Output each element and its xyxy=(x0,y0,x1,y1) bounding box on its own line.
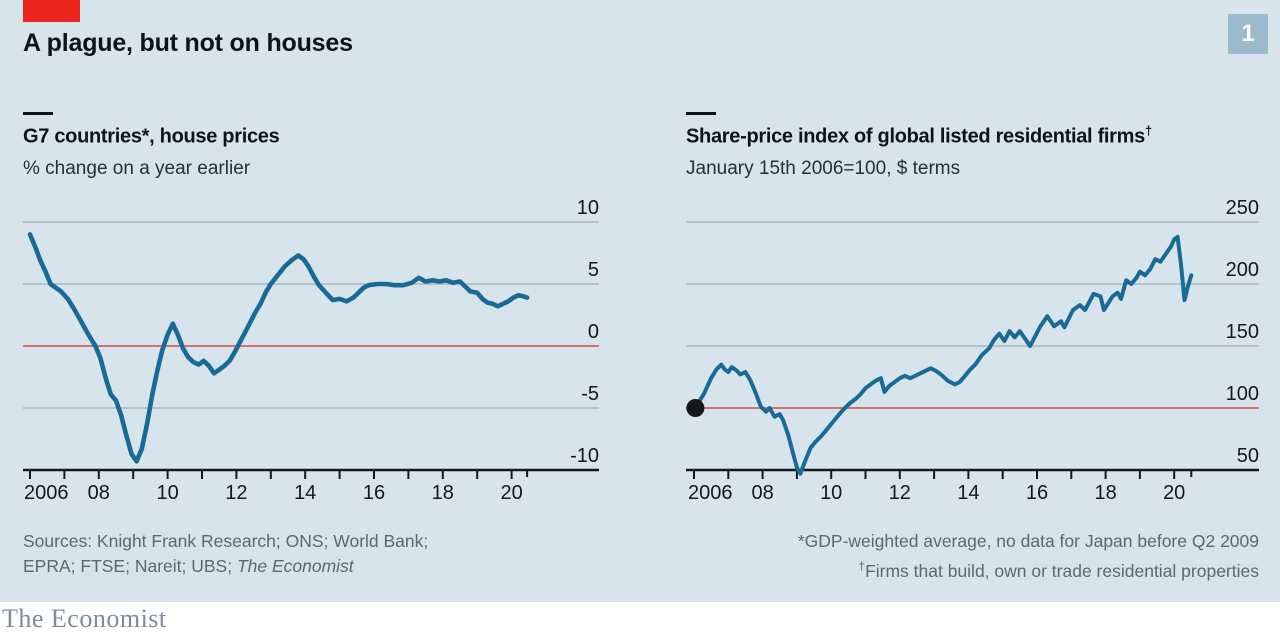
x-axis-label: 12 xyxy=(225,482,247,504)
x-axis-label: 10 xyxy=(156,482,178,504)
footnote-gdp-weighted: *GDP-weighted average, no data for Japan… xyxy=(797,531,1259,551)
y-axis-label: 100 xyxy=(1226,383,1259,405)
y-axis-label: 200 xyxy=(1226,259,1259,281)
y-axis-label: 0 xyxy=(588,321,599,343)
x-axis-label: 08 xyxy=(751,482,773,504)
x-axis-label: 12 xyxy=(889,482,911,504)
y-axis-label: 50 xyxy=(1237,445,1259,467)
y-axis-label: 5 xyxy=(588,259,599,281)
chart-title-text: G7 countries*, house prices xyxy=(23,125,280,148)
sources-line-2: EPRA; FTSE; Nareit; UBS; xyxy=(23,556,237,576)
x-axis-label: 14 xyxy=(294,482,316,504)
data-line-g7 xyxy=(27,232,530,464)
sources-line-1: Sources: Knight Frank Research; ONS; Wor… xyxy=(23,531,429,551)
y-axis-label: 150 xyxy=(1226,321,1259,343)
y-axis-label: -10 xyxy=(570,445,599,467)
x-axis-label: 18 xyxy=(1094,482,1116,504)
line-chart-g7-house-prices: 10 5 0 -5 -10 2006 08 10 12 14 16 18 20 xyxy=(23,197,599,504)
dagger-superscript: † xyxy=(1144,123,1152,138)
figure-number-badge: 1 xyxy=(1228,14,1268,54)
y-axis-label: -5 xyxy=(581,383,599,405)
dagger-icon: † xyxy=(858,559,866,573)
footnote-firms: †Firms that build, own or trade resident… xyxy=(858,559,1259,581)
x-axis-label: 16 xyxy=(1026,482,1048,504)
brand-red-tab xyxy=(23,0,80,22)
data-line-idx xyxy=(693,234,1194,476)
economist-logotype: The Economist xyxy=(2,604,167,633)
line-chart-residential-share-price-index: 250 200 150 100 50 2006 08 10 12 14 16 18 20 xyxy=(686,197,1259,504)
chart-title-text: Share-price index of global listed resid… xyxy=(686,125,1145,148)
chart-title-rule-right xyxy=(686,112,716,115)
footnotes: *GDP-weighted average, no data for Japan… xyxy=(798,529,1259,584)
x-axis-label: 2006 xyxy=(688,482,733,504)
x-axis-label: 10 xyxy=(820,482,842,504)
page-title: A plague, but not on houses xyxy=(23,29,353,57)
sources-note: Sources: Knight Frank Research; ONS; Wor… xyxy=(23,529,428,579)
chart-title-rule-left xyxy=(23,112,53,115)
x-axis-label: 14 xyxy=(957,482,979,504)
x-axis-label: 20 xyxy=(500,482,522,504)
x-axis-label: 2006 xyxy=(24,482,69,504)
x-axis-label: 16 xyxy=(363,482,385,504)
y-axis-label: 250 xyxy=(1226,197,1259,219)
chart-title-share-price-index: Share-price index of global listed resid… xyxy=(686,123,1152,149)
start-marker-dot xyxy=(686,399,705,417)
sources-economist-italic: The Economist xyxy=(236,556,354,576)
x-axis-label: 20 xyxy=(1163,482,1185,504)
chart-subtitle-house-prices: % change on a year earlier xyxy=(23,158,251,179)
x-axis-label: 08 xyxy=(88,482,110,504)
x-axis-label: 18 xyxy=(432,482,454,504)
bottom-strip: The Economist xyxy=(0,602,1280,634)
chart-subtitle-share-price-index: January 15th 2006=100, $ terms xyxy=(686,158,961,179)
chart-title-house-prices: G7 countries*, house prices xyxy=(23,123,280,149)
y-axis-label: 10 xyxy=(577,197,599,219)
